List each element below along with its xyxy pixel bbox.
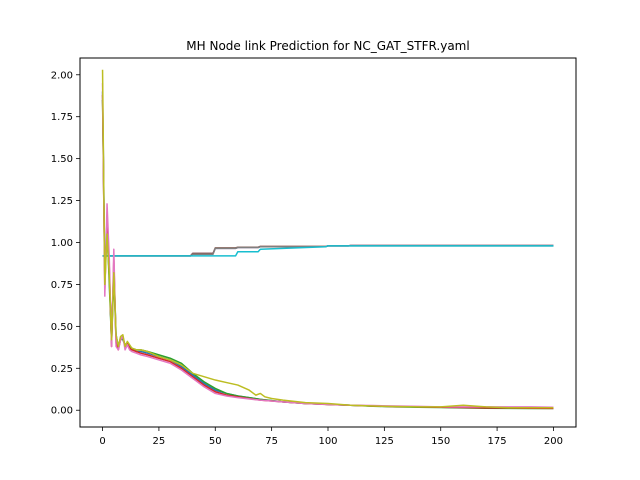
y-tick-label: 0.50 [51,322,73,333]
y-tick-label: 2.00 [51,70,73,81]
x-tick-label: 0 [99,436,105,447]
x-tick-label: 200 [544,436,563,447]
x-tick-label: 25 [153,436,166,447]
x-tick-label: 150 [431,436,450,447]
x-tick-label: 175 [488,436,507,447]
y-tick-label: 1.50 [51,154,73,165]
y-tick-label: 0.25 [51,364,73,375]
series-line-3 [102,245,554,257]
y-tick-label: 1.25 [51,196,73,207]
y-tick-label: 0.00 [51,406,73,417]
y-tick-label: 1.00 [51,238,73,249]
x-tick-label: 125 [375,436,394,447]
plot-area [101,69,554,410]
x-tick-label: 100 [318,436,337,447]
y-tick-label: 1.75 [51,112,73,123]
x-tick-label: 75 [265,436,278,447]
x-tick-label: 50 [209,436,222,447]
x-axis: 0 25 50 75 100 125 150 175 200 [99,427,563,447]
y-axis: 0.00 0.25 0.50 0.75 1.00 1.25 1.50 1.75 2.00 [51,70,80,417]
series-line-8 [101,69,554,409]
chart-title: MH Node link Prediction for NC_GAT_STFR.… [186,39,469,53]
y-tick-label: 0.75 [51,280,73,291]
